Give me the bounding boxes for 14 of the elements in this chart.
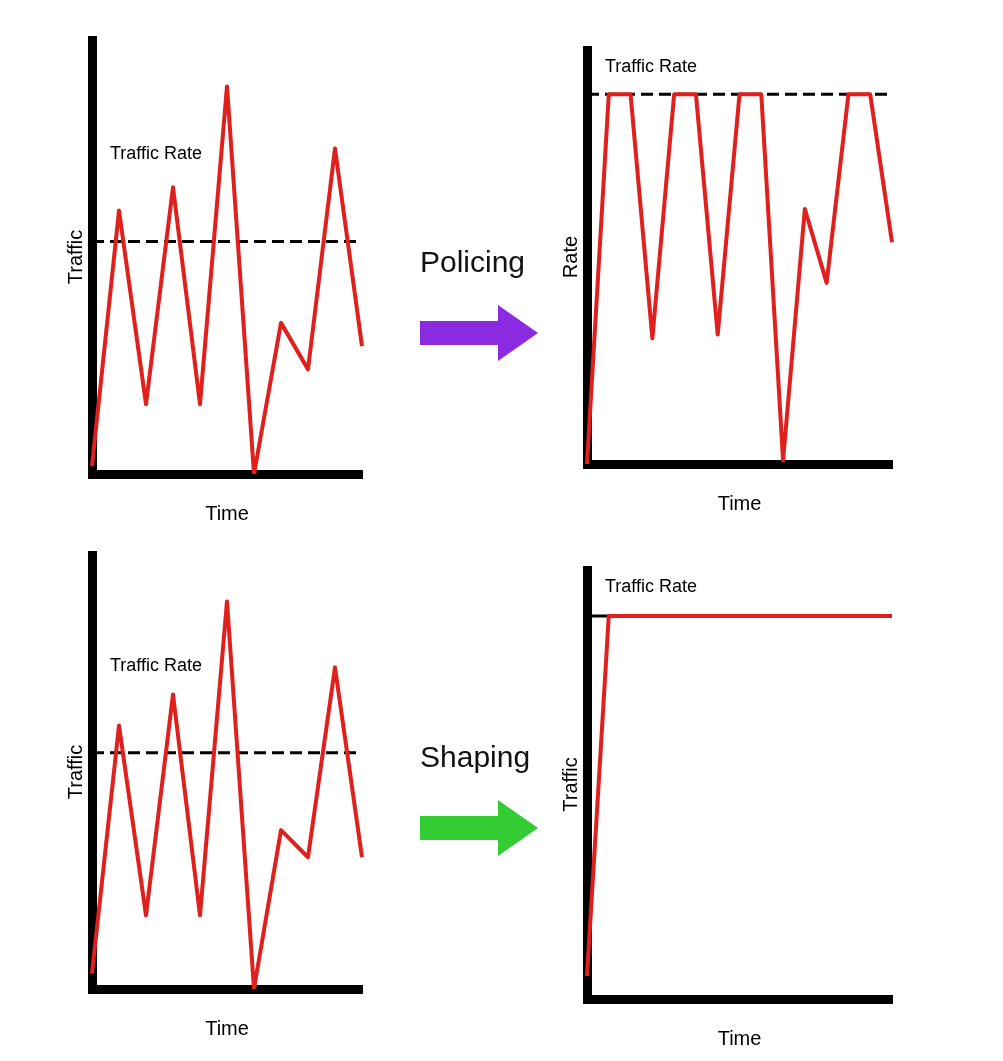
- y-axis-title: Traffic: [558, 757, 581, 812]
- x-axis-title: Time: [717, 491, 762, 514]
- x-axis-title: Time: [205, 501, 249, 524]
- text: Shaping: [420, 740, 531, 774]
- y-axis-title: Traffic: [63, 744, 86, 800]
- text: Policing: [420, 245, 526, 279]
- y-axis-title: Traffic: [63, 229, 86, 285]
- x-axis-title: Time: [205, 1016, 249, 1039]
- ref-line-label: Traffic Rate: [110, 654, 203, 675]
- x-axis-title: Time: [717, 1026, 762, 1049]
- ref-line-label: Traffic Rate: [605, 575, 698, 596]
- ref-line-label: Traffic Rate: [110, 143, 203, 164]
- ref-line-label: Traffic Rate: [605, 55, 698, 76]
- y-axis-title: Rate: [558, 235, 581, 279]
